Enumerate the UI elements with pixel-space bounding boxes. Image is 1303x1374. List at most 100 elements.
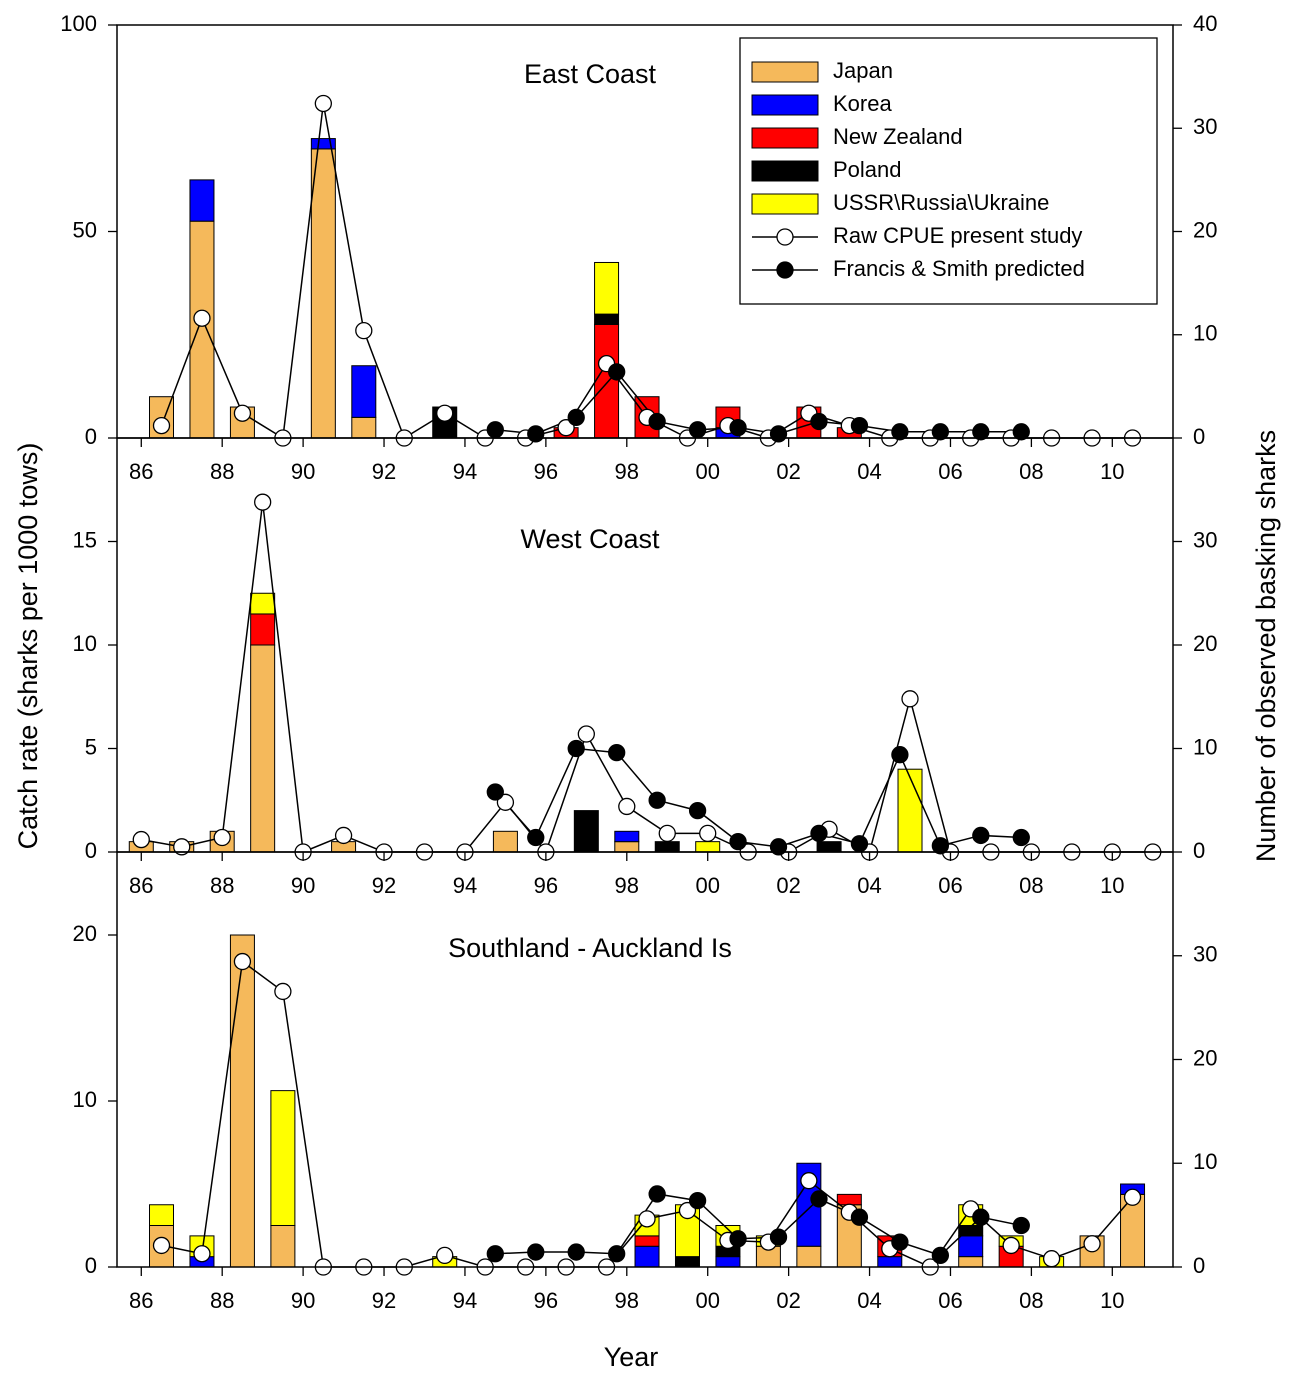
x-tick-label: 04	[857, 1288, 881, 1313]
marker	[729, 419, 747, 437]
x-tick-label: 96	[534, 1288, 558, 1313]
y-axis-label: Catch rate (sharks per 1000 tows)	[13, 443, 43, 850]
marker	[173, 838, 191, 856]
marker	[648, 1185, 666, 1203]
x-tick-label: 96	[534, 873, 558, 898]
y-tick-label: 5	[85, 734, 97, 759]
y-tick-label: 0	[85, 424, 97, 449]
panel: Southland - Auckland Is 0 10 20 0 10 20 30 86 88 9…	[73, 851, 1217, 1313]
y2-tick-label: 10	[1193, 321, 1217, 346]
x-axis-label: Year	[604, 1342, 659, 1372]
x-tick-label: 06	[938, 459, 962, 484]
legend-marker	[776, 261, 794, 279]
x-tick-label: 00	[695, 873, 719, 898]
panel-title: West Coast	[520, 524, 660, 554]
marker	[152, 1236, 171, 1255]
bar	[189, 220, 215, 439]
legend-swatch	[751, 193, 819, 215]
marker	[314, 94, 332, 113]
marker	[355, 321, 373, 340]
marker	[567, 739, 585, 758]
bar	[310, 138, 336, 150]
y-tick-label: 10	[73, 631, 97, 656]
marker	[527, 425, 545, 443]
x-tick-label: 92	[372, 1288, 396, 1313]
marker	[193, 309, 211, 327]
y-tick-label: 0	[85, 1253, 97, 1278]
marker	[486, 1245, 504, 1263]
bar	[674, 1256, 700, 1268]
marker	[1042, 1250, 1061, 1268]
marker	[608, 743, 626, 762]
x-tick-label: 94	[453, 459, 477, 484]
marker	[658, 824, 676, 843]
x-tick-label: 08	[1019, 873, 1043, 898]
bar	[614, 841, 640, 853]
legend-swatch	[751, 61, 819, 83]
marker	[577, 725, 595, 743]
marker	[729, 833, 747, 851]
marker	[1012, 1216, 1030, 1235]
y-tick-label: 0	[85, 838, 97, 863]
marker	[254, 493, 272, 511]
legend-label: Poland	[833, 157, 902, 182]
bar	[695, 841, 721, 853]
y2-tick-label: 20	[1193, 631, 1217, 656]
marker	[334, 826, 353, 845]
marker	[810, 824, 828, 843]
marker	[486, 783, 504, 801]
legend-label: Francis & Smith predicted	[833, 256, 1085, 281]
marker	[699, 824, 717, 843]
marker	[557, 419, 575, 437]
x-tick-label: 98	[615, 1288, 639, 1313]
marker	[608, 1245, 626, 1263]
y-tick-label: 50	[73, 217, 97, 242]
x-tick-label: 04	[857, 459, 881, 484]
marker	[931, 837, 950, 855]
marker	[1012, 828, 1030, 847]
bar	[250, 613, 276, 646]
marker	[638, 1210, 656, 1228]
panel-title: East Coast	[524, 59, 657, 89]
y-tick-label: 20	[73, 921, 97, 946]
bar	[654, 841, 680, 853]
marker	[233, 404, 252, 422]
marker	[769, 1228, 788, 1246]
x-tick-label: 98	[615, 459, 639, 484]
y2-tick-label: 30	[1193, 527, 1217, 552]
bar	[796, 1245, 822, 1268]
marker	[931, 1246, 950, 1265]
x-tick-label: 08	[1019, 1288, 1043, 1313]
marker	[1123, 1188, 1142, 1206]
marker	[132, 830, 150, 849]
marker	[850, 1208, 869, 1226]
x-tick-label: 02	[776, 459, 800, 484]
marker	[436, 404, 454, 422]
legend-label: Korea	[833, 91, 892, 116]
marker	[1083, 1235, 1101, 1253]
marker	[213, 828, 231, 847]
x-tick-label: 06	[938, 1288, 962, 1313]
bar	[836, 1193, 862, 1206]
marker	[931, 423, 950, 441]
marker	[769, 838, 788, 856]
x-tick-label: 00	[695, 1288, 719, 1313]
y2-tick-label: 20	[1193, 1045, 1217, 1070]
bar	[877, 1256, 903, 1268]
x-tick-label: 00	[695, 459, 719, 484]
y2-tick-label: 20	[1193, 217, 1217, 242]
x-tick-label: 88	[210, 459, 234, 484]
legend-label: Japan	[833, 58, 893, 83]
marker	[729, 1230, 747, 1248]
x-tick-label: 92	[372, 873, 396, 898]
marker	[972, 423, 990, 441]
bar	[250, 592, 276, 615]
marker	[810, 1190, 828, 1208]
marker	[274, 982, 292, 1001]
x-tick-label: 88	[210, 873, 234, 898]
bar	[594, 323, 620, 439]
y2-tick-label: 30	[1193, 942, 1217, 967]
marker	[496, 793, 515, 811]
panel-title: Southland - Auckland Is	[448, 933, 732, 963]
